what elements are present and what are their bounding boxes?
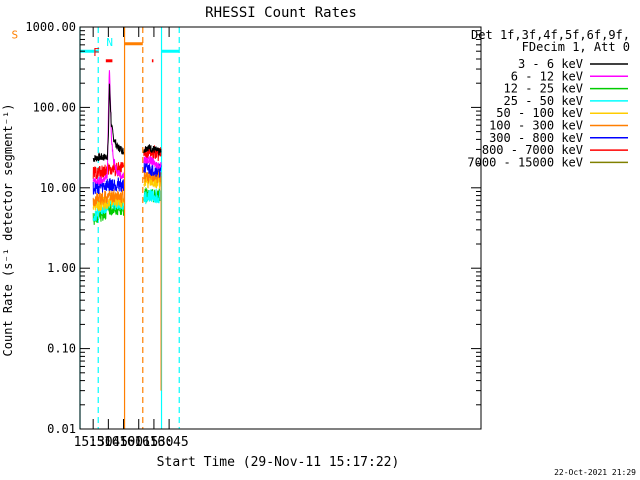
y-tick-label-0: 0.01 [47, 422, 76, 436]
x-tick-label-5: 16:45 [150, 435, 189, 450]
y-tick-label-2: 1.00 [47, 261, 76, 275]
chart-title: RHESSI Count Rates [205, 5, 357, 21]
flag-label-n: N [106, 36, 113, 49]
legend-label-0: 3 - 6 keV [518, 57, 583, 71]
legend-label-7: 800 - 7000 keV [482, 143, 583, 157]
plot-area: NF S [11, 27, 180, 429]
legend: Det 1f,3f,4f,5f,6f,9f, FDecim 1, Att 0 3… [467, 28, 630, 169]
legend-label-5: 100 - 300 keV [489, 119, 583, 133]
legend-header-line-2: FDecim 1, Att 0 [522, 40, 630, 54]
legend-label-6: 300 - 800 keV [489, 131, 583, 145]
flag-label-s: S [11, 29, 18, 42]
y-tick-label-3: 10.00 [40, 181, 76, 195]
plot-frame [79, 26, 482, 430]
legend-label-8: 7000 - 15000 keV [467, 155, 583, 169]
y-axis-label: Count Rate (s⁻¹ detector segment⁻¹) [1, 104, 15, 357]
x-tick-label-3: 16:15 [119, 435, 158, 450]
flag-label-f: F [93, 46, 100, 59]
y-tick-label-4: 100.00 [33, 100, 76, 114]
footer-timestamp: 22-Oct-2021 21:29 [554, 468, 636, 477]
y-tick-label-5: 1000.00 [25, 20, 76, 34]
x-axis-label: Start Time (29-Nov-11 15:17:22) [157, 455, 400, 470]
series-line-3-6-kev [92, 83, 162, 162]
x-tick-label-2: 16:00 [104, 435, 143, 450]
y-tick-label-1: 0.10 [47, 342, 76, 356]
legend-label-4: 50 - 100 keV [496, 106, 583, 120]
series-line-100-300-kev [92, 168, 162, 207]
legend-label-2: 12 - 25 keV [504, 82, 583, 96]
x-tick-label-0: 15:30 [74, 435, 113, 450]
legend-label-3: 25 - 50 keV [504, 94, 583, 108]
legend-label-1: 6 - 12 keV [511, 69, 583, 83]
x-tick-label-4: 16:30 [134, 435, 173, 450]
axis-ticks: 0.01 0.10 1.00 10.00 100.00 1000.00 15:3015:45… [25, 20, 481, 450]
legend-header-line-1: Det 1f,3f,4f,5f,6f,9f, [471, 28, 630, 42]
x-tick-label-1: 15:45 [89, 435, 128, 450]
